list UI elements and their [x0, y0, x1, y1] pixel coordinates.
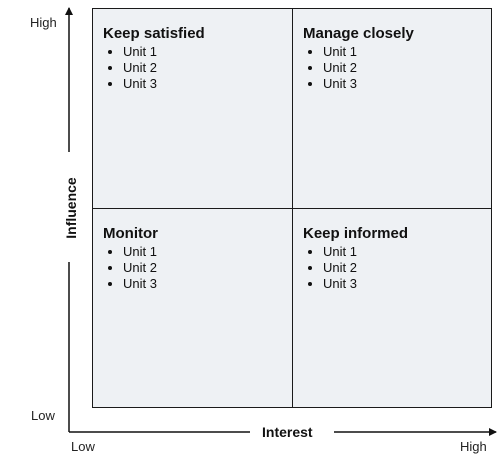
x-axis-low-label: Low	[71, 439, 95, 454]
list-item: Unit 2	[123, 260, 292, 276]
unit-list: Unit 1 Unit 2 Unit 3	[103, 44, 292, 92]
unit-list: Unit 1 Unit 2 Unit 3	[303, 44, 491, 92]
quadrant-keep-informed: Keep informed Unit 1 Unit 2 Unit 3	[293, 209, 491, 407]
quadrant-manage-closely: Manage closely Unit 1 Unit 2 Unit 3	[293, 9, 491, 209]
list-item: Unit 1	[323, 44, 491, 60]
quadrant-monitor: Monitor Unit 1 Unit 2 Unit 3	[93, 209, 293, 407]
y-axis-title: Influence	[63, 177, 79, 239]
list-item: Unit 2	[323, 60, 491, 76]
list-item: Unit 1	[123, 44, 292, 60]
list-item: Unit 3	[323, 76, 491, 92]
unit-list: Unit 1 Unit 2 Unit 3	[103, 244, 292, 292]
quadrant-title: Manage closely	[303, 25, 414, 42]
x-axis-high-label: High	[460, 439, 487, 454]
unit-list: Unit 1 Unit 2 Unit 3	[303, 244, 491, 292]
y-axis-high-label: High	[30, 15, 57, 30]
quadrant-title: Keep satisfied	[103, 25, 205, 42]
list-item: Unit 3	[323, 276, 491, 292]
list-item: Unit 2	[123, 60, 292, 76]
list-item: Unit 1	[323, 244, 491, 260]
y-axis-low-label: Low	[31, 408, 55, 423]
list-item: Unit 2	[323, 260, 491, 276]
quadrant-keep-satisfied: Keep satisfied Unit 1 Unit 2 Unit 3	[93, 9, 293, 209]
x-axis-title: Interest	[262, 424, 313, 440]
quadrant-title: Keep informed	[303, 225, 409, 242]
list-item: Unit 1	[123, 244, 292, 260]
stakeholder-matrix: Keep satisfied Unit 1 Unit 2 Unit 3 Mana…	[92, 8, 492, 408]
list-item: Unit 3	[123, 276, 292, 292]
list-item: Unit 3	[123, 76, 292, 92]
quadrant-title: Monitor	[103, 225, 158, 242]
